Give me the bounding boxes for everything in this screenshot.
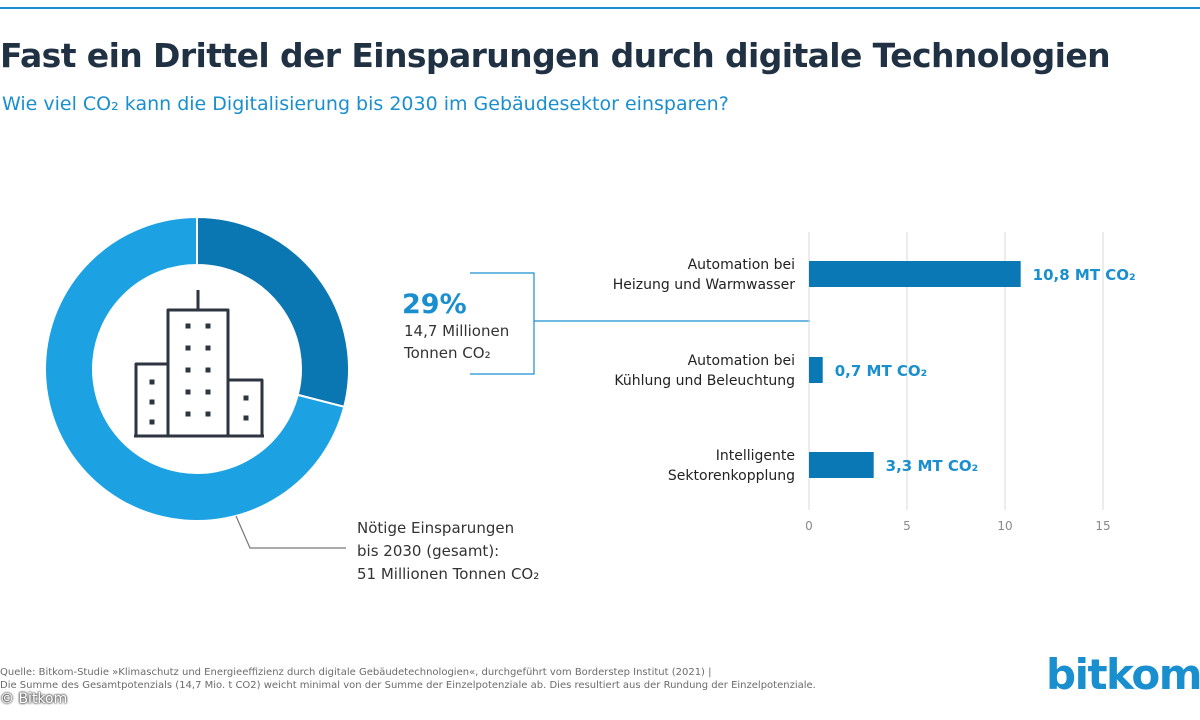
page-title: Fast ein Drittel der Einsparungen durch …: [0, 36, 1111, 75]
source-line-2: Die Summe des Gesamtpotenzials (14,7 Mio…: [0, 680, 816, 691]
source-line-1: Quelle: Bitkom-Studie »Klimaschutz und E…: [0, 667, 712, 678]
bar-category-label: Heizung und Warmwasser: [613, 277, 795, 293]
x-tick-label: 5: [903, 519, 911, 533]
donut-slice-1: [196, 215, 350, 409]
bar-category-label: Intelligente: [716, 448, 795, 464]
donut-total-label-line1: Nötige Einsparungen: [357, 519, 514, 537]
bar-category-label: Kühlung und Beleuchtung: [614, 373, 795, 389]
building-icon: [134, 290, 264, 438]
donut-share-label-line1: 14,7 Millionen: [404, 322, 509, 340]
page-subtitle: Wie viel CO₂ kann die Digitalisierung bi…: [2, 93, 729, 115]
x-tick-label: 0: [805, 519, 813, 533]
donut-total-label-line3: 51 Millionen Tonnen CO₂: [357, 565, 539, 583]
bar-2: [809, 357, 823, 383]
bar-category-label: Automation bei: [688, 353, 795, 369]
bitkom-logo: bitkom: [1046, 650, 1200, 699]
top-rule: [0, 7, 1200, 9]
bar-chart: 10,8 MT CO₂ Automation bei Heizung und War…: [613, 257, 1136, 484]
bar-3: [809, 452, 874, 478]
x-tick-label: 10: [997, 519, 1012, 533]
copyright: © Bitkom: [0, 691, 68, 707]
bar-value-label: 3,3 MT CO₂: [886, 457, 979, 475]
donut-share-percent: 29%: [402, 289, 467, 320]
donut-share-label-line2: Tonnen CO₂: [403, 344, 491, 362]
donut-slice-2: [44, 215, 346, 522]
donut-chart: [44, 215, 350, 522]
bar-value-label: 0,7 MT CO₂: [835, 362, 928, 380]
bar-1: [809, 261, 1021, 287]
donut-total-label-line2: bis 2030 (gesamt):: [357, 542, 499, 560]
source-note: Quelle: Bitkom-Studie »Klimaschutz und E…: [0, 666, 1000, 692]
bar-value-label: 10,8 MT CO₂: [1033, 266, 1136, 284]
x-tick-label: 15: [1095, 519, 1110, 533]
leader-lines: [235, 272, 810, 549]
bar-category-label: Sektorenkopplung: [668, 468, 795, 484]
bar-category-label: Automation bei: [688, 257, 795, 273]
